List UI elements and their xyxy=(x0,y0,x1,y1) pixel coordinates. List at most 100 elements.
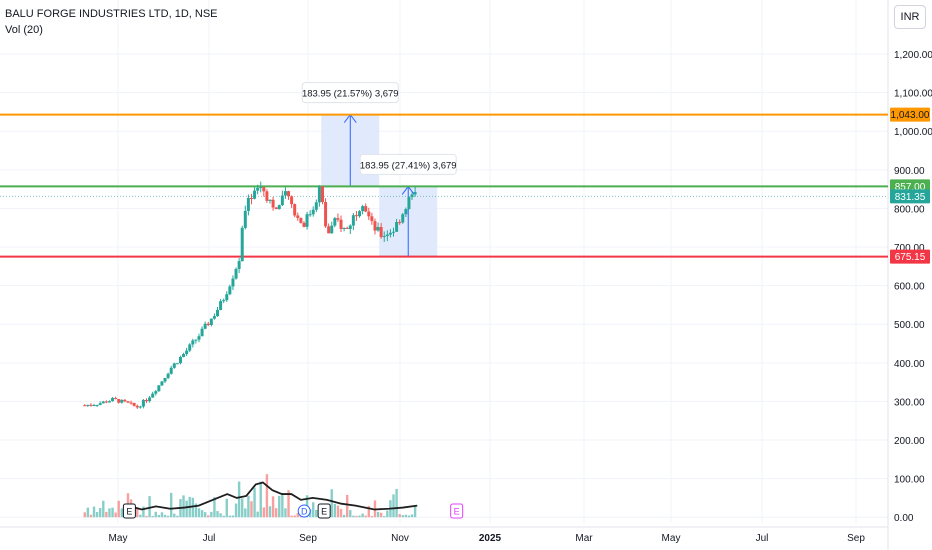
volume-bar xyxy=(163,514,167,518)
candle-body xyxy=(169,367,173,374)
resistance-price-tag xyxy=(890,107,930,122)
candle-body xyxy=(299,217,303,223)
y-axis-tick-label: 0.00 xyxy=(894,513,914,524)
candle-body xyxy=(302,222,306,227)
earnings-marker-letter: E xyxy=(321,507,327,517)
volume-bar xyxy=(203,512,207,518)
candle-body xyxy=(274,207,278,210)
candle-body xyxy=(311,209,315,215)
candle-body xyxy=(132,402,136,406)
volume-bar xyxy=(191,497,195,518)
candle-body xyxy=(259,187,263,189)
volume-indicator-label[interactable]: Vol (20) xyxy=(5,24,43,36)
candle-body xyxy=(175,363,179,365)
volume-bar xyxy=(222,515,225,518)
candle-body xyxy=(277,205,281,210)
candle-body xyxy=(194,339,198,341)
volume-bar xyxy=(148,496,151,518)
candle-body xyxy=(367,211,371,217)
candle-body xyxy=(209,318,213,326)
candle-body xyxy=(345,227,349,229)
candle-body xyxy=(107,401,111,403)
candle-body xyxy=(336,218,340,220)
volume-bar xyxy=(231,515,235,518)
y-axis-tick-label: 100.00 xyxy=(894,475,925,486)
candle-body xyxy=(234,268,238,279)
volume-bar xyxy=(296,513,299,518)
volume-bar xyxy=(176,515,179,518)
candle-body xyxy=(388,232,392,235)
volume-bar xyxy=(367,506,370,518)
candle-body xyxy=(385,234,389,237)
currency-button[interactable]: INR xyxy=(894,5,926,29)
candle-body xyxy=(320,186,324,202)
volume-bar xyxy=(333,503,337,518)
candle-body xyxy=(358,211,362,217)
volume-bar xyxy=(182,495,185,518)
candle-body xyxy=(123,399,127,402)
upper-projection-label: 183.95 (21.57%) 3,679 xyxy=(302,89,399,100)
volume-bar xyxy=(173,513,176,518)
candle-body xyxy=(373,221,377,231)
candle-body xyxy=(95,404,99,406)
candle-body xyxy=(283,191,287,196)
candle-body xyxy=(339,219,343,229)
candle-body xyxy=(287,191,291,197)
volume-bar xyxy=(259,481,262,518)
volume-bar xyxy=(342,514,346,518)
candle-body xyxy=(348,225,352,229)
volume-bar xyxy=(170,492,173,518)
volume-bar xyxy=(386,510,389,518)
candle-body xyxy=(163,377,167,382)
x-axis-tick-label: Jul xyxy=(203,533,216,544)
candle-body xyxy=(166,373,170,378)
volume-bar xyxy=(234,503,238,518)
earnings-marker xyxy=(317,503,331,519)
candle-body xyxy=(203,323,207,329)
volume-bar xyxy=(336,505,340,518)
volume-bar xyxy=(250,501,253,518)
volume-bar xyxy=(228,515,232,518)
candle-body xyxy=(141,399,145,407)
last-price-price-tag-label: 831.35 xyxy=(895,192,926,203)
candle-body xyxy=(398,222,402,224)
volume-bar xyxy=(284,508,287,518)
volume-bar xyxy=(379,512,383,518)
volume-bar xyxy=(120,508,123,518)
volume-bar xyxy=(358,515,361,518)
volume-bar xyxy=(185,500,188,518)
candle-body xyxy=(188,344,192,351)
volume-bar xyxy=(281,492,284,518)
symbol-title[interactable]: BALU FORGE INDUSTRIES LTD, 1D, NSE xyxy=(5,8,218,20)
volume-bar xyxy=(345,494,349,518)
volume-bar xyxy=(287,490,290,518)
volume-bar xyxy=(262,507,266,518)
chart-legend: BALU FORGE INDUSTRIES LTD, 1D, NSE Vol (… xyxy=(5,6,218,38)
volume-bar xyxy=(145,515,148,518)
candle-body xyxy=(212,316,216,319)
candle-body xyxy=(240,227,244,262)
support-price-tag-label: 675.15 xyxy=(895,252,926,263)
candle-body xyxy=(305,214,309,227)
last-price-price-tag xyxy=(890,189,930,204)
candle-body xyxy=(154,391,158,394)
upper-projection-label-box xyxy=(301,82,399,104)
candle-body xyxy=(253,190,257,199)
volume-bar xyxy=(139,514,142,518)
candle-body xyxy=(228,286,232,295)
volume-bar xyxy=(86,507,90,518)
y-axis-tick-label: 1,200.00 xyxy=(894,50,932,61)
volume-bar xyxy=(339,508,343,518)
candle-body xyxy=(376,227,380,231)
volume-bar xyxy=(274,508,278,518)
candle-body xyxy=(231,278,235,287)
volume-bar xyxy=(89,514,93,518)
dividend-marker-letter: D xyxy=(301,507,308,517)
volume-bar xyxy=(207,515,210,518)
y-axis-tick-label: 700.00 xyxy=(894,243,925,254)
y-axis-tick-label: 1,100.00 xyxy=(894,89,932,100)
candle-body xyxy=(86,404,90,406)
candle-body xyxy=(145,399,148,402)
